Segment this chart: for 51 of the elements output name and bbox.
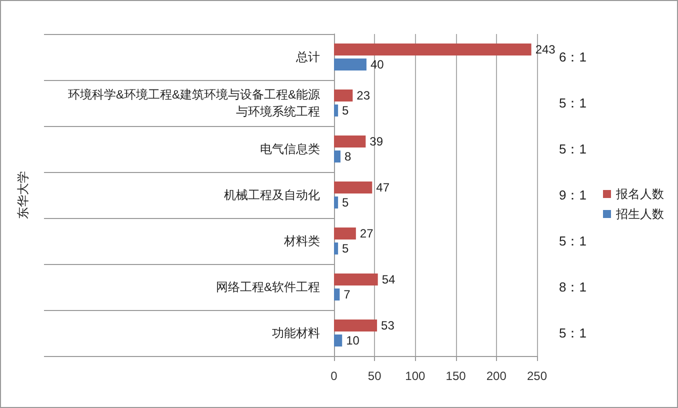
data-label: 5 xyxy=(342,104,350,118)
bar xyxy=(334,136,366,148)
data-label: 27 xyxy=(360,226,374,240)
bar xyxy=(334,182,372,194)
bar xyxy=(334,150,340,162)
bar xyxy=(334,334,342,346)
x-tick-label: 0 xyxy=(330,369,338,383)
data-label: 53 xyxy=(381,318,395,332)
y-tick-label: 网络工程&软件工程 xyxy=(216,280,320,294)
bar xyxy=(334,288,340,300)
bar xyxy=(334,196,338,208)
data-label: 47 xyxy=(376,180,390,194)
bar xyxy=(334,104,338,116)
bar xyxy=(334,228,356,240)
text: 9：1 xyxy=(559,188,586,202)
legend-label: 报名人数 xyxy=(615,187,664,201)
text: 5：1 xyxy=(559,142,586,156)
data-label: 39 xyxy=(370,134,384,148)
y-tick-label: 总计 xyxy=(295,50,320,64)
text: 5：1 xyxy=(559,326,586,340)
text: 5：1 xyxy=(559,96,586,110)
legend-label: 招生人数 xyxy=(615,207,664,221)
bar xyxy=(334,274,378,286)
x-tick-label: 200 xyxy=(486,369,507,383)
data-label: 5 xyxy=(342,196,350,210)
x-tick-label: 50 xyxy=(368,369,382,383)
data-label: 23 xyxy=(356,88,370,102)
text: 6：1 xyxy=(559,50,586,64)
bar xyxy=(334,44,532,56)
x-tick-label: 100 xyxy=(405,369,426,383)
y-tick-label: 环境科学&环境工程&建筑环境与设备工程&能源与环境系统工程 xyxy=(68,88,320,118)
data-label: 8 xyxy=(344,150,352,164)
bar xyxy=(334,90,353,102)
text: 8：1 xyxy=(559,280,586,294)
bar xyxy=(334,58,366,70)
text: 5：1 xyxy=(559,234,586,248)
y-tick-label: 材料类 xyxy=(283,234,320,248)
data-label: 5 xyxy=(342,242,350,256)
data-label: 10 xyxy=(346,334,360,348)
bar xyxy=(334,320,378,332)
y-tick-label: 电气信息类 xyxy=(260,142,320,156)
data-label: 243 xyxy=(535,42,556,56)
data-label: 7 xyxy=(344,288,351,302)
bar xyxy=(334,242,338,254)
x-tick-label: 250 xyxy=(526,369,548,383)
y-tick-label: 机械工程及自动化 xyxy=(224,188,320,202)
x-tick-label: 150 xyxy=(446,369,466,383)
data-label: 40 xyxy=(370,58,384,72)
data-label: 54 xyxy=(382,272,396,286)
y-tick-label: 功能材料 xyxy=(272,326,320,340)
y-axis-title: 东华大学 xyxy=(16,171,30,219)
